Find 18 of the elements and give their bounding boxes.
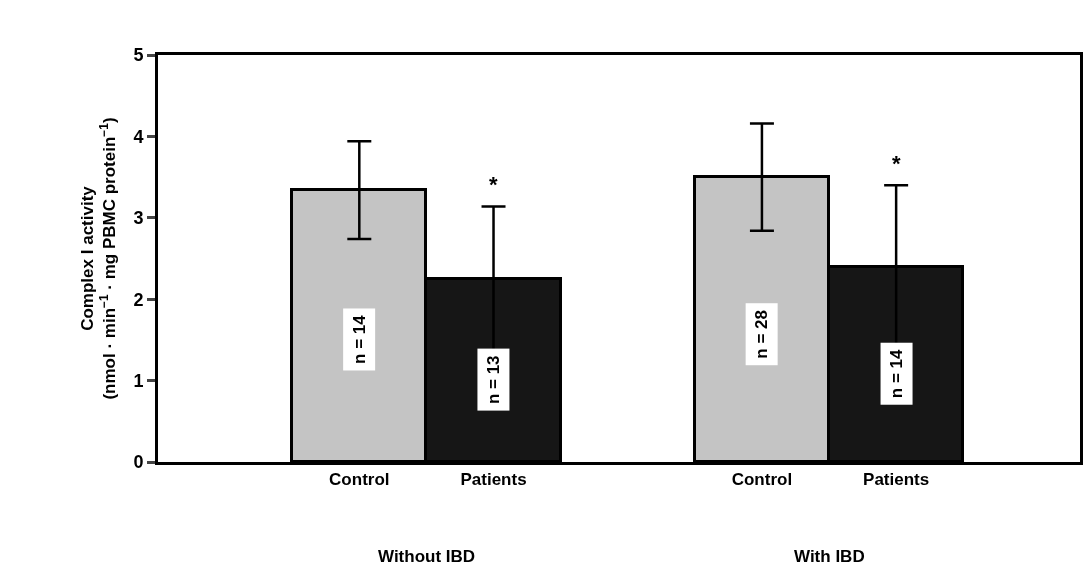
y-tick-label: 4 bbox=[133, 126, 144, 147]
text: Without IBD bbox=[378, 547, 476, 566]
annotation: n = 13 bbox=[483, 355, 503, 405]
y-tick-label: 3 bbox=[133, 208, 144, 229]
y-tick-label: 1 bbox=[133, 370, 144, 391]
y-tick-label: 2 bbox=[133, 289, 144, 310]
annotation: * bbox=[892, 151, 901, 176]
y-tick-label: 5 bbox=[133, 45, 144, 66]
x-tick-label: Patients bbox=[460, 470, 527, 490]
x-tick-label: Control bbox=[329, 470, 390, 490]
annotation: n = 28 bbox=[752, 310, 772, 359]
annotation: * bbox=[489, 172, 498, 197]
annotation: n = 14 bbox=[349, 314, 369, 364]
y-tick-label: 0 bbox=[133, 452, 144, 473]
annotation: n = 14 bbox=[887, 349, 907, 399]
text: With IBD bbox=[794, 547, 865, 566]
x-tick-label: Patients bbox=[863, 470, 930, 490]
x-tick-label: Control bbox=[731, 470, 793, 490]
